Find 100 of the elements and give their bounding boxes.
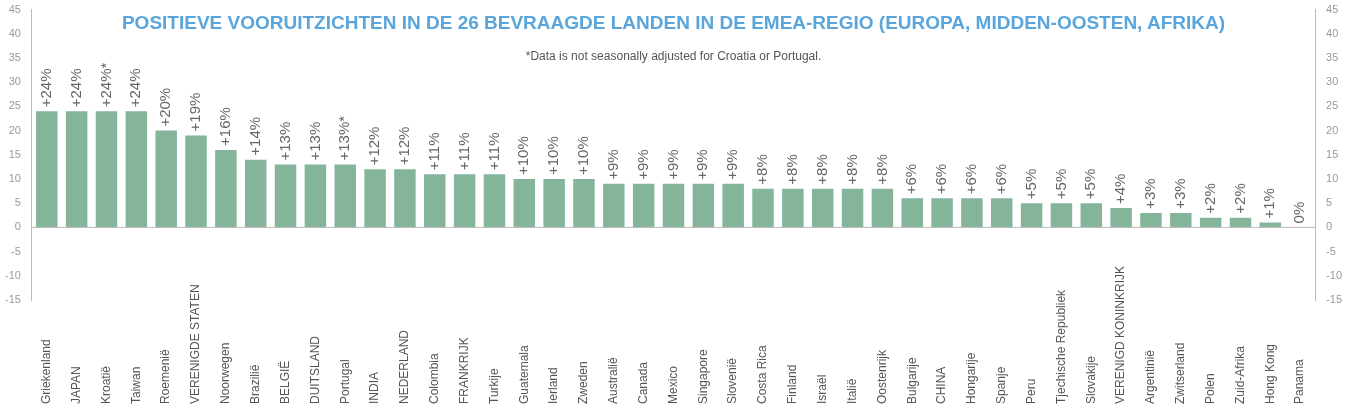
data-label: +24% — [36, 68, 54, 108]
bar — [483, 174, 506, 228]
data-label: +10% — [574, 136, 592, 175]
bar — [244, 159, 267, 228]
bar — [901, 198, 923, 228]
y2-tick-label: -15 — [1326, 293, 1343, 306]
data-label: +9% — [693, 149, 711, 180]
x-tick-label: Argentinië — [1143, 349, 1158, 404]
y-tick-label: 45 — [8, 2, 21, 15]
x-tick-label: Panama — [1292, 358, 1307, 404]
bar — [1080, 203, 1103, 228]
x-tick-label: CHINA — [934, 366, 949, 404]
data-label: +20% — [156, 87, 174, 127]
x-tick-label: Bulgarije — [904, 356, 919, 404]
bar — [364, 169, 386, 228]
data-label: +2% — [1200, 183, 1218, 214]
y2-tick-label: 5 — [1326, 196, 1333, 209]
y-tick-label: -10 — [4, 268, 21, 281]
bar — [155, 130, 177, 228]
x-tick-label: Mexico — [665, 365, 680, 404]
bar — [841, 188, 864, 228]
bar — [573, 179, 595, 228]
data-label: +8% — [783, 154, 801, 185]
bar — [65, 111, 88, 228]
x-tick-label: Brazilië — [248, 364, 263, 404]
data-label: +9% — [603, 149, 621, 180]
x-tick-label: Hong Kong — [1262, 343, 1277, 404]
text: *Data is not seasonally adjusted for Croatia or Portugal. — [525, 49, 822, 64]
bar — [931, 198, 953, 228]
bar — [185, 135, 207, 228]
x-tick-label: Polen — [1202, 373, 1217, 404]
y-tick-label: 0 — [14, 220, 21, 233]
bar — [782, 188, 804, 228]
data-label: +5% — [1021, 168, 1039, 200]
data-label: +8% — [753, 154, 771, 185]
data-label: +11% — [424, 132, 442, 171]
x-tick-label: Griekenland — [39, 339, 54, 404]
y-tick-label: 25 — [8, 99, 21, 112]
y-tick-label: 10 — [8, 172, 21, 185]
bar — [36, 111, 58, 228]
x-tick-label: Zweden — [576, 361, 591, 404]
y-tick-label: 35 — [8, 51, 21, 64]
x-tick-label: INDIA — [367, 371, 382, 404]
bar — [1229, 217, 1252, 228]
bar — [871, 188, 894, 228]
data-label: +9% — [633, 149, 651, 180]
chart-title: POSITIEVE VOORUITZICHTEN IN DE 26 BEVRAAGDE LANDEN IN DE EMEA-REGIO (EUROPA, MIDDEN-OOSTEN, AFRIKA) — [121, 12, 1226, 34]
y2-tick-label: 35 — [1326, 51, 1339, 64]
x-tick-label: Zwitserland — [1173, 342, 1188, 404]
bar — [215, 149, 237, 228]
bar — [662, 183, 685, 228]
data-label: 0% — [1290, 201, 1308, 224]
x-tick-label: NEDERLAND — [397, 329, 412, 404]
data-label: +13%* — [335, 115, 353, 161]
y-tick-label: 30 — [8, 75, 21, 88]
data-label: +6% — [932, 163, 950, 195]
bar — [632, 183, 655, 228]
x-tick-label: Noorwegen — [218, 342, 233, 404]
x-tick-label: Israël — [815, 374, 830, 404]
data-label: +9% — [723, 149, 741, 180]
x-tick-label: Oostenrijk — [874, 348, 889, 404]
data-label: +6% — [991, 163, 1009, 195]
x-tick-label: Spanje — [994, 366, 1009, 404]
x-tick-label: VERENIGDE STATEN — [188, 284, 203, 404]
y2-tick-label: 30 — [1326, 75, 1339, 88]
data-label: +11% — [484, 132, 502, 171]
y-tick-label: 15 — [8, 147, 21, 160]
bar — [513, 179, 536, 228]
x-tick-label: Italië — [844, 378, 859, 404]
y2-tick-label: -5 — [1326, 244, 1336, 257]
data-label: +6% — [962, 163, 980, 195]
bar — [692, 183, 715, 228]
y2-tick-label: 40 — [1326, 26, 1339, 39]
x-tick-label: BELGIË — [277, 360, 292, 404]
x-tick-label: Colombia — [427, 352, 442, 404]
x-tick-label: VERENIGD KONINKRIJK — [1113, 265, 1128, 404]
bar — [1020, 203, 1043, 228]
bar — [722, 183, 744, 228]
data-label: +12% — [395, 126, 413, 166]
bar — [961, 198, 983, 228]
y-tick-label: 40 — [8, 26, 21, 39]
x-tick-label: JAPAN — [68, 366, 83, 404]
x-tick-label: Kroatië — [98, 365, 113, 404]
y-tick-label: 5 — [14, 196, 21, 209]
data-label: +24% — [126, 68, 144, 108]
data-label: +10% — [544, 136, 562, 175]
x-tick-label: Guatemala — [516, 344, 531, 404]
data-label: +8% — [812, 154, 830, 185]
bar — [1199, 217, 1222, 228]
bar — [811, 188, 834, 228]
bar — [991, 198, 1013, 228]
data-label: +14% — [245, 116, 263, 156]
bar — [752, 188, 774, 228]
bar — [1050, 203, 1073, 228]
bar — [125, 111, 148, 228]
y2-tick-label: -10 — [1326, 268, 1343, 281]
x-tick-label: Tjechische Republiek — [1053, 288, 1068, 404]
bar — [1140, 212, 1162, 228]
x-tick-label: Turkije — [486, 368, 501, 404]
y2-tick-label: 45 — [1326, 2, 1339, 15]
